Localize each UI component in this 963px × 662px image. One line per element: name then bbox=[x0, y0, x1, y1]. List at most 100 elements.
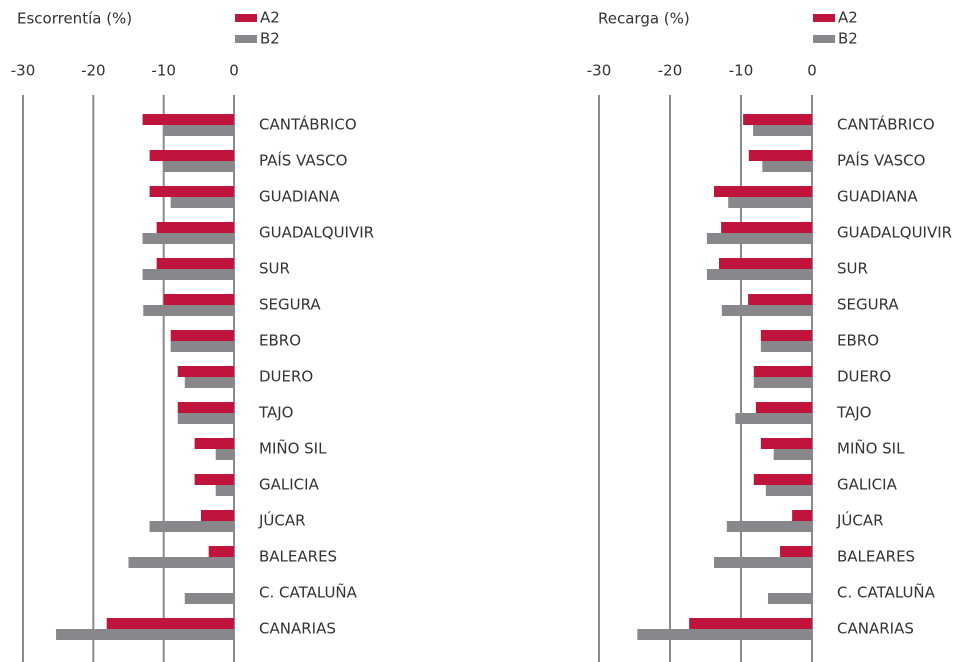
bar bbox=[748, 294, 812, 305]
category-label: GALICIA bbox=[259, 476, 320, 494]
category-label: SEGURA bbox=[259, 296, 321, 314]
bar bbox=[56, 629, 234, 640]
bar bbox=[760, 330, 812, 341]
bar bbox=[177, 402, 234, 413]
bar bbox=[163, 294, 234, 305]
legend-label: A2 bbox=[260, 9, 280, 27]
category-label: C. CATALUÑA bbox=[259, 583, 358, 602]
category-label: CANTÁBRICO bbox=[837, 115, 935, 134]
bar bbox=[743, 114, 812, 125]
x-tick-label: -30 bbox=[587, 62, 612, 80]
bar bbox=[755, 402, 812, 413]
category-label: DUERO bbox=[837, 368, 891, 386]
chart-title: Recarga (%) bbox=[598, 10, 690, 28]
bar bbox=[753, 474, 812, 485]
category-label: C. CATALUÑA bbox=[837, 583, 936, 602]
category-label: SEGURA bbox=[837, 296, 899, 314]
x-tick-label: 0 bbox=[229, 62, 239, 80]
category-label: SUR bbox=[837, 260, 868, 278]
bar bbox=[762, 161, 812, 172]
category-label: CANARIAS bbox=[837, 620, 914, 638]
bar bbox=[142, 233, 234, 244]
legend-label: A2 bbox=[838, 9, 858, 27]
category-label: JÚCAR bbox=[258, 511, 306, 530]
bar bbox=[106, 618, 234, 629]
bar bbox=[726, 521, 812, 532]
bar bbox=[760, 438, 812, 449]
bar bbox=[156, 222, 234, 233]
bar bbox=[208, 546, 234, 557]
bar bbox=[767, 593, 812, 604]
bar bbox=[706, 269, 812, 280]
category-label: EBRO bbox=[259, 332, 301, 350]
bar bbox=[215, 449, 234, 460]
bar bbox=[170, 197, 234, 208]
category-label: GUADALQUIVIR bbox=[259, 224, 374, 242]
legend-label: B2 bbox=[260, 30, 280, 48]
bar bbox=[163, 125, 234, 136]
bar bbox=[735, 413, 812, 424]
x-tick-label: -10 bbox=[729, 62, 754, 80]
chart-title: Escorrentía (%) bbox=[17, 10, 132, 28]
bar bbox=[149, 186, 234, 197]
bar bbox=[780, 546, 812, 557]
category-label: CANTÁBRICO bbox=[259, 115, 357, 134]
bar bbox=[718, 258, 812, 269]
x-tick-label: -30 bbox=[11, 62, 36, 80]
category-label: GALICIA bbox=[837, 476, 898, 494]
bar bbox=[753, 366, 812, 377]
legend-swatch bbox=[235, 14, 257, 22]
bar bbox=[721, 305, 812, 316]
bar bbox=[760, 341, 812, 352]
bar bbox=[177, 413, 234, 424]
legend-swatch bbox=[813, 35, 835, 43]
category-label: BALEARES bbox=[259, 548, 337, 566]
bar bbox=[156, 258, 234, 269]
category-label: TAJO bbox=[258, 404, 294, 422]
bar bbox=[143, 305, 234, 316]
x-tick-label: -20 bbox=[81, 62, 106, 80]
legend-label: B2 bbox=[838, 30, 858, 48]
bar bbox=[194, 474, 234, 485]
category-label: MIÑO SIL bbox=[259, 439, 327, 458]
bar bbox=[163, 161, 234, 172]
bar bbox=[714, 557, 812, 568]
legend-swatch bbox=[813, 14, 835, 22]
bar bbox=[753, 377, 812, 388]
category-label: MIÑO SIL bbox=[837, 439, 905, 458]
bar bbox=[792, 510, 812, 521]
bar bbox=[721, 222, 812, 233]
bar bbox=[714, 186, 812, 197]
bar bbox=[773, 449, 812, 460]
category-label: CANARIAS bbox=[259, 620, 336, 638]
bar bbox=[748, 150, 812, 161]
category-label: GUADALQUIVIR bbox=[837, 224, 952, 242]
bar bbox=[149, 521, 234, 532]
bar bbox=[689, 618, 812, 629]
bar bbox=[728, 197, 812, 208]
category-label: DUERO bbox=[259, 368, 313, 386]
bar bbox=[765, 485, 812, 496]
bar bbox=[128, 557, 234, 568]
bar bbox=[706, 233, 812, 244]
bar bbox=[177, 366, 234, 377]
bar bbox=[142, 114, 234, 125]
bar bbox=[149, 150, 234, 161]
category-label: TAJO bbox=[836, 404, 872, 422]
bar bbox=[170, 330, 234, 341]
x-tick-label: -20 bbox=[658, 62, 683, 80]
bar bbox=[184, 593, 234, 604]
legend-swatch bbox=[235, 35, 257, 43]
bar bbox=[215, 485, 234, 496]
category-label: EBRO bbox=[837, 332, 879, 350]
category-label: PAÍS VASCO bbox=[837, 151, 925, 170]
bar bbox=[142, 269, 234, 280]
bar bbox=[184, 377, 234, 388]
bar bbox=[637, 629, 812, 640]
category-label: GUADIANA bbox=[837, 188, 918, 206]
category-label: JÚCAR bbox=[836, 511, 884, 530]
bar bbox=[753, 125, 812, 136]
bar bbox=[194, 438, 234, 449]
x-tick-label: -10 bbox=[151, 62, 176, 80]
